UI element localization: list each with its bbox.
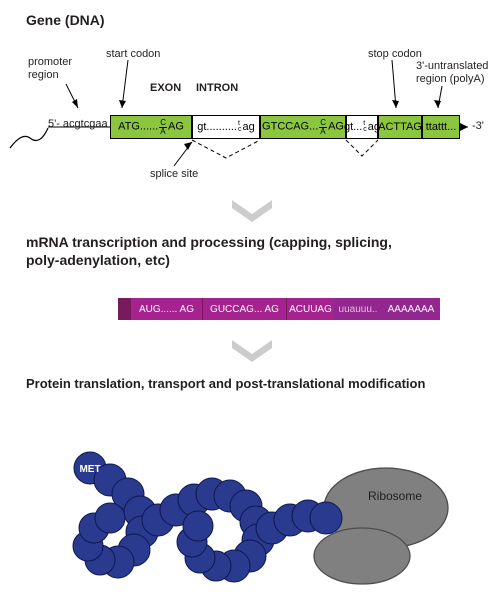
met-label: MET xyxy=(79,464,100,475)
protein-bead xyxy=(95,503,125,533)
protein-bead xyxy=(183,511,213,541)
protein-bead xyxy=(310,502,342,534)
ribosome-label: Ribosome xyxy=(368,489,422,503)
protein-diagram: Ribosome MET xyxy=(0,0,501,614)
